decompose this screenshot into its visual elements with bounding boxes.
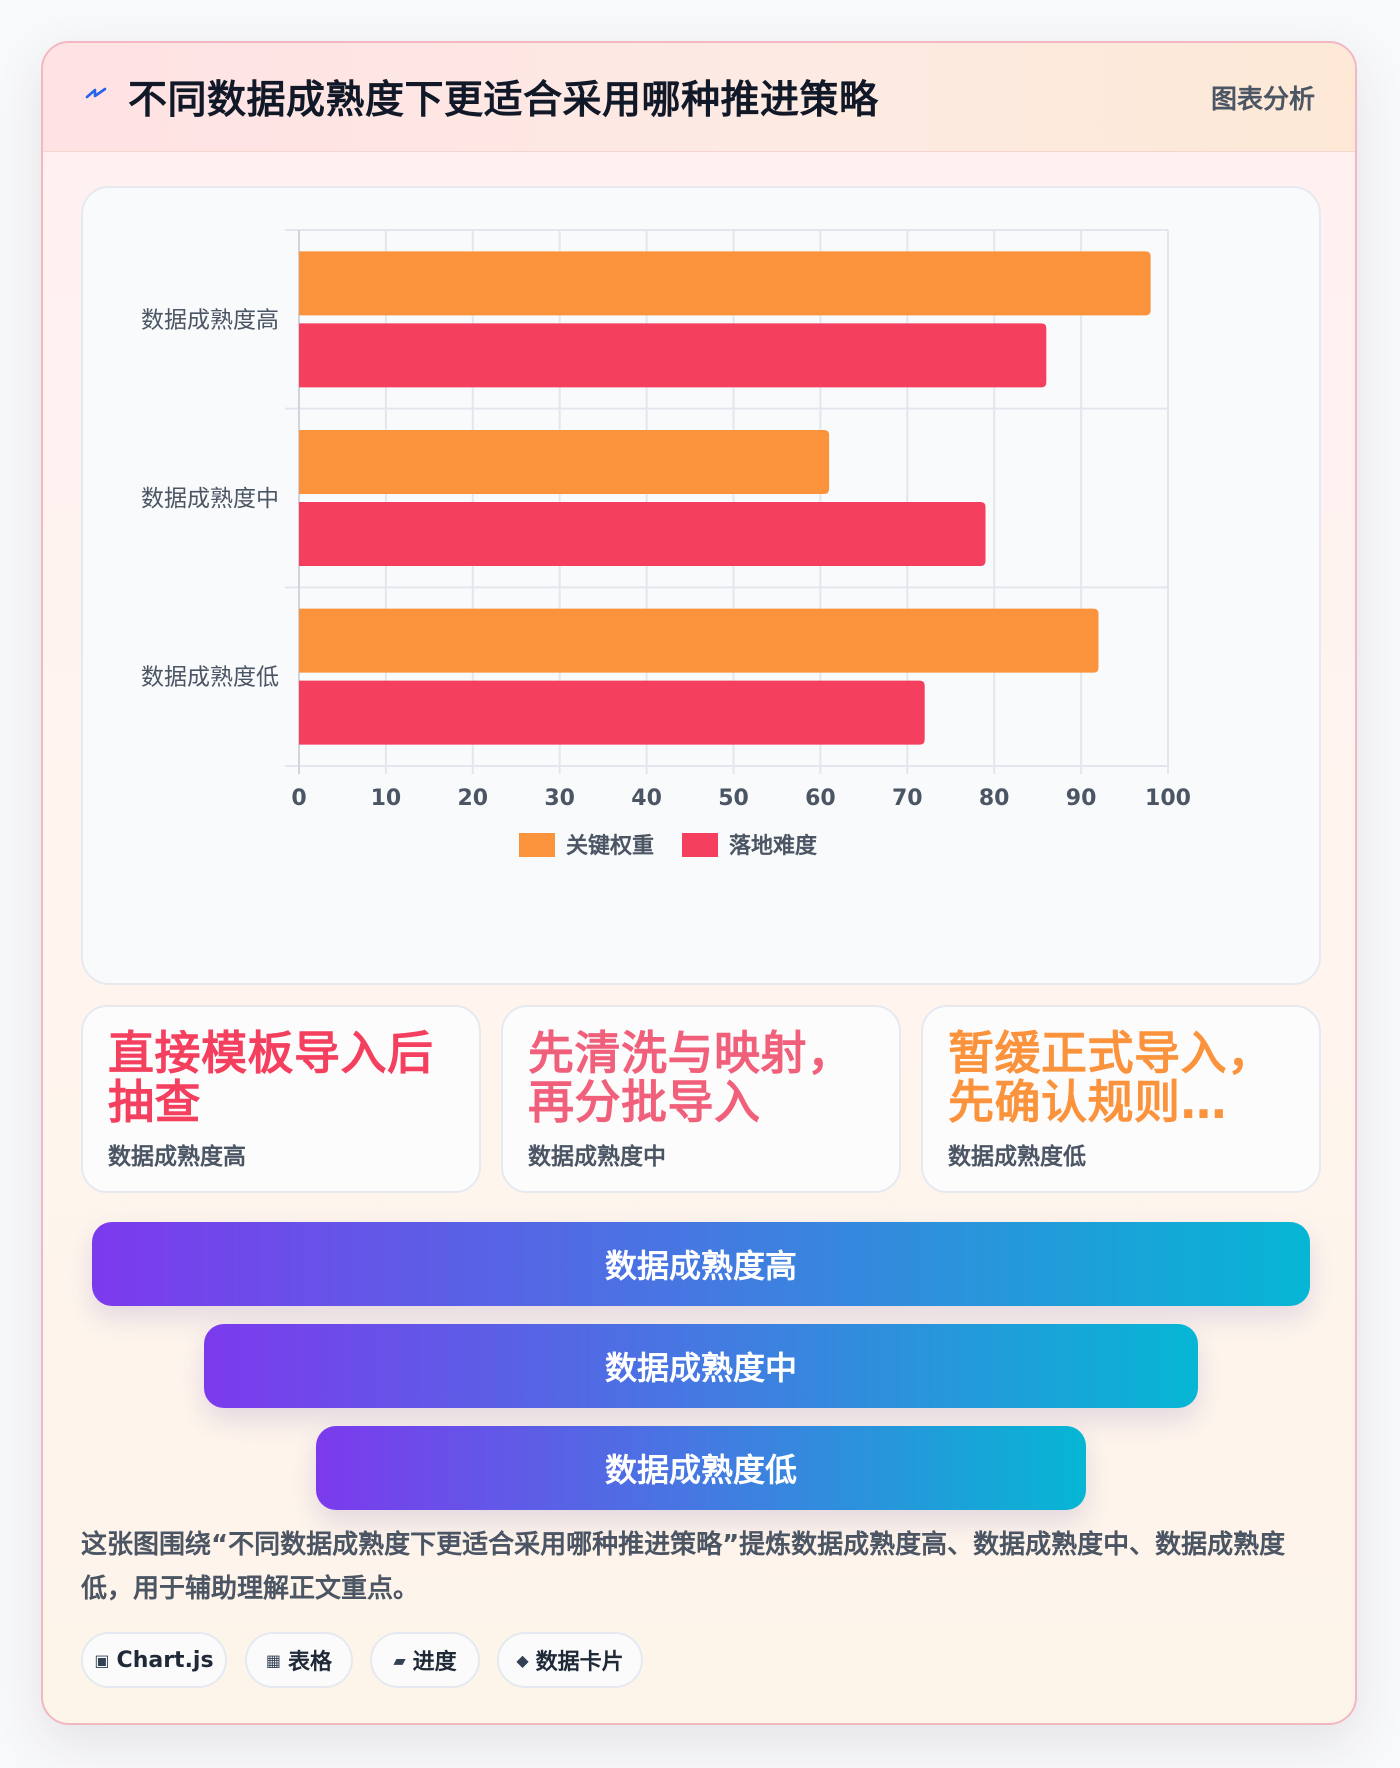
card-header: 不同数据成熟度下更适合采用哪种推进策略 图表分析 [43, 43, 1355, 152]
strategy-card-medium: 先清洗与映射，再分批导入 数据成熟度中 [501, 1005, 901, 1193]
strategy-card-value: 暂缓正式导入，先确认规则… [948, 1029, 1274, 1127]
strategy-card-high: 直接模板导入后抽查 数据成熟度高 [81, 1005, 481, 1193]
bar [299, 251, 1151, 316]
strategy-card-label: 数据成熟度高 [108, 1144, 246, 1170]
y-tick-label: 数据成熟度高 [141, 307, 279, 333]
chip-table[interactable]: ▦ 表格 [245, 1632, 353, 1688]
x-tick-label: 50 [718, 786, 749, 811]
strategy-card-label: 数据成熟度中 [528, 1144, 666, 1170]
x-tick-label: 100 [1145, 786, 1191, 811]
summary-text: 这张图围绕“不同数据成熟度下更适合采用哪种推进策略”提炼数据成熟度高、数据成熟度… [81, 1530, 1286, 1604]
x-tick-label: 70 [892, 786, 923, 811]
chart-panel: 数据成熟度高 数据成熟度中 数据成熟度低 0 10 20 30 40 50 60 70 80 90 100… [81, 186, 1321, 985]
y-tick-label: 数据成熟度中 [141, 486, 279, 512]
legend-label: 关键权重 [566, 833, 654, 859]
lightning-icon [85, 87, 107, 99]
chip-progress[interactable]: ▰ 进度 [370, 1632, 480, 1688]
chart-analysis-tag: 图表分析 [1210, 85, 1315, 115]
funnel-step-high: 数据成熟度高 [92, 1222, 1310, 1306]
x-tick-label: 30 [544, 786, 575, 811]
strategy-card-value: 直接模板导入后抽查 [108, 1029, 434, 1127]
progress-icon: ▰ [393, 1650, 406, 1670]
chip-data-card[interactable]: ◆ 数据卡片 [497, 1632, 643, 1688]
x-tick-label: 10 [371, 786, 402, 811]
x-tick-label: 20 [457, 786, 488, 811]
strategy-card-low: 暂缓正式导入，先确认规则… 数据成熟度低 [921, 1005, 1321, 1193]
y-tick-label: 数据成熟度低 [141, 665, 279, 691]
funnel-step-low: 数据成熟度低 [316, 1426, 1086, 1510]
legend-swatch [682, 833, 718, 857]
chip-chartjs[interactable]: ▣ Chart.js [81, 1632, 227, 1688]
bar [299, 680, 925, 745]
chip-label: 进度 [412, 1650, 457, 1675]
table-icon: ▦ [265, 1650, 282, 1670]
x-tick-label: 0 [291, 786, 306, 811]
chip-label: 表格 [288, 1650, 333, 1675]
x-tick-label: 90 [1066, 786, 1097, 811]
chart-card: 不同数据成熟度下更适合采用哪种推进策略 图表分析 数据成熟度高 数据成熟度中 数据成… [41, 41, 1357, 1725]
bar [299, 502, 986, 566]
chip-label: 数据卡片 [535, 1650, 624, 1675]
chart-icon: ▣ [94, 1650, 110, 1670]
bar [299, 430, 830, 494]
bar [299, 608, 1099, 673]
strategy-card-value: 先清洗与映射，再分批导入 [528, 1029, 854, 1127]
page-title: 不同数据成熟度下更适合采用哪种推进策略 [128, 78, 879, 123]
funnel-step-medium: 数据成熟度中 [204, 1324, 1198, 1408]
data-card-icon: ◆ [516, 1650, 529, 1670]
x-tick-label: 40 [631, 786, 662, 811]
bar [299, 323, 1047, 388]
strategy-cards: 直接模板导入后抽查 数据成熟度高 先清洗与映射，再分批导入 数据成熟度中 暂缓正… [81, 1005, 1321, 1193]
chip-label: Chart.js [116, 1647, 214, 1673]
x-tick-label: 80 [979, 786, 1010, 811]
legend-swatch [519, 833, 555, 857]
x-tick-label: 60 [805, 786, 836, 811]
legend-label: 落地难度 [729, 833, 818, 859]
strategy-card-label: 数据成熟度低 [948, 1144, 1086, 1170]
